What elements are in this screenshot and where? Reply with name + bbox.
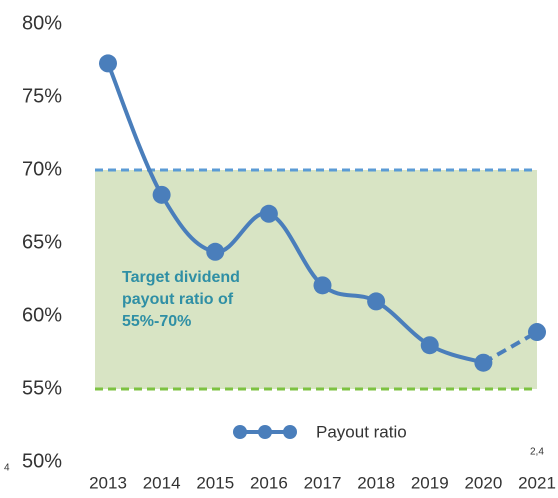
series-line-dashed: [482, 330, 538, 365]
point: [206, 242, 225, 261]
x-tick-label: 2014: [143, 473, 181, 492]
point: [99, 54, 117, 73]
annotation: 55%-70%: [122, 313, 191, 330]
edge-label: 4: [4, 463, 10, 474]
point: [528, 323, 546, 342]
x-tick-label: 2016: [250, 473, 288, 492]
x-tick-label: 2013: [89, 473, 127, 492]
y-tick-label: 70%: [22, 158, 62, 180]
y-tick-label: 50%: [22, 450, 62, 472]
legend-marker: [233, 425, 247, 439]
point: [474, 353, 493, 372]
x-tick-label: 2015: [196, 473, 234, 492]
x-tick-label: 2021: [518, 473, 556, 492]
point: [420, 336, 439, 355]
point: [313, 276, 332, 295]
point: [152, 185, 171, 204]
y-tick-label: 55%: [22, 377, 62, 399]
annotation: payout ratio of: [122, 291, 234, 308]
x-tick-label: 2019: [411, 473, 449, 492]
annotation: Target dividend: [122, 269, 240, 286]
legend-label: Payout ratio: [316, 422, 407, 441]
x-tick-label: 2020: [464, 473, 502, 492]
y-tick-label: 75%: [22, 85, 62, 107]
legend-marker: [283, 425, 297, 439]
y-tick-label: 60%: [22, 304, 62, 326]
legend-marker: [258, 425, 272, 439]
y-tick-label: 65%: [22, 231, 62, 253]
x-tick-label: 2017: [304, 473, 342, 492]
edge-label: 2,4: [530, 447, 544, 458]
y-tick-label: 80%: [22, 12, 62, 34]
point: [259, 204, 278, 223]
point: [367, 292, 386, 311]
x-tick-label: 2018: [357, 473, 395, 492]
